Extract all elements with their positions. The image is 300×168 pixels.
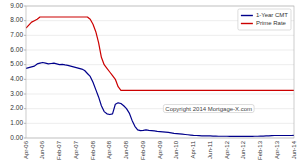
- y-tick-label: 9.00: [10, 2, 23, 9]
- y-tick-label: 8.00: [10, 16, 23, 23]
- x-tick-label: Apr-07: [73, 140, 79, 159]
- y-tick-label: 4.00: [10, 75, 23, 82]
- y-grid: [26, 6, 294, 138]
- grid-line: [26, 79, 294, 80]
- y-tick-label: 5.00: [10, 60, 23, 67]
- x-tick-label: Feb-13: [257, 140, 263, 160]
- legend-box: [238, 9, 291, 30]
- x-tick-label: Jun-06: [39, 140, 45, 159]
- y-tick-label: 3.00: [10, 90, 23, 97]
- annotation-text: Copyright 2014 Mortgage-X.com: [165, 106, 252, 112]
- grid-line: [26, 94, 294, 95]
- x-tick-label: Jun-14: [291, 140, 297, 159]
- y-tick-label: 7.00: [10, 31, 23, 38]
- chart: 0.00 1.00 2.00 3.00 4.00 5.00 6.00 7.00 8.00 9.00…: [0, 0, 300, 168]
- grid-line: [26, 35, 294, 36]
- x-tick-label: Apr-11: [190, 140, 196, 158]
- legend-swatch: [241, 23, 253, 24]
- y-tick-label: 6.00: [10, 46, 23, 53]
- plot-background: [26, 6, 294, 138]
- grid-line: [26, 123, 294, 124]
- x-tick-label: Apr-09: [157, 140, 163, 159]
- lines: [26, 17, 294, 136]
- x-tick-label: Apr-06: [23, 140, 29, 159]
- x-tick-label: Jun-10: [173, 140, 179, 159]
- legend: 1-Year CMT Prime Rate: [238, 9, 291, 30]
- annotation: Copyright 2014 Mortgage-X.com: [163, 105, 254, 113]
- x-tick-label: Jun-12: [240, 140, 246, 159]
- legend-label: Prime Rate: [256, 20, 287, 26]
- x-tick-label: Feb-07: [56, 140, 62, 160]
- legend-swatch: [241, 15, 253, 16]
- x-tick-label: Feb-08: [90, 140, 96, 160]
- grid-line: [26, 50, 294, 51]
- x-tick-label: Apr-08: [106, 140, 112, 159]
- x-tick-label: Apr-12: [224, 140, 230, 159]
- x-tick-label: Jun-08: [123, 140, 129, 159]
- x-tick-label: Apr-13: [274, 140, 280, 159]
- plot-frame: [26, 6, 294, 138]
- y-tick-labels: 0.00 1.00 2.00 3.00 4.00 5.00 6.00 7.00 8.00 9.00: [10, 2, 26, 141]
- annotation-box: [163, 105, 254, 113]
- y-tick-label: 0.00: [10, 134, 23, 141]
- x-tick-label: Jun-11: [207, 140, 213, 159]
- y-tick-label: 2.00: [10, 104, 23, 111]
- legend-label: 1-Year CMT: [256, 12, 288, 18]
- x-tick-labels: Apr-06 Jun-06 Feb-07 Apr-07 Feb-08 Apr-08 Jun-…: [23, 140, 297, 160]
- x-tick-label: Feb-09: [140, 140, 146, 160]
- y-tick-label: 1.00: [10, 119, 23, 126]
- series-line: [26, 62, 294, 136]
